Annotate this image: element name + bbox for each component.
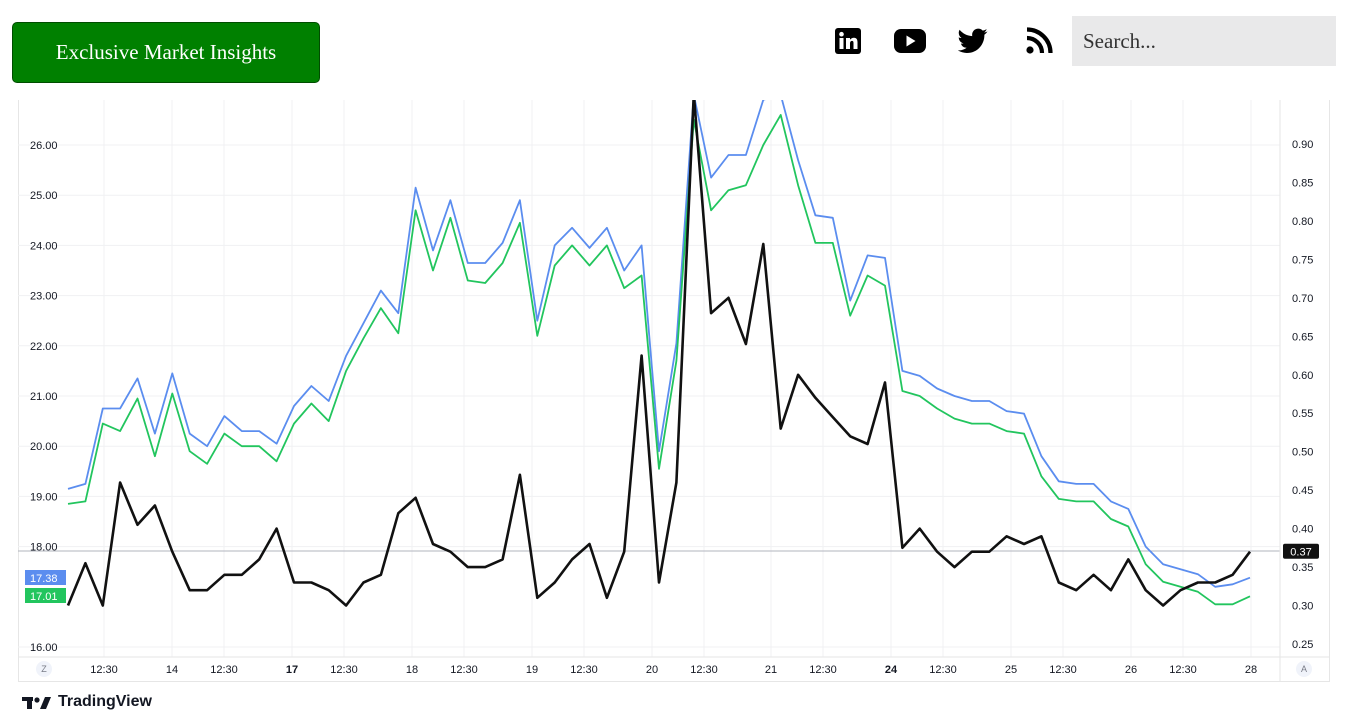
right-tick-label: 0.30: [1292, 601, 1313, 613]
youtube-link[interactable]: [893, 24, 927, 58]
tradingview-logo[interactable]: TradingView: [22, 693, 152, 710]
series-line-1[interactable]: [67, 95, 1251, 588]
tradingview-logo-icon: [22, 697, 51, 709]
left-tick-label: 22.00: [30, 341, 58, 353]
right-tick-label: 0.80: [1292, 216, 1313, 228]
left-tick-label: 25.00: [30, 190, 58, 202]
x-tick-label: 12:30: [210, 664, 238, 676]
right-tick-label: 0.65: [1292, 331, 1313, 343]
axis-corner-right-bg[interactable]: [1296, 661, 1312, 677]
x-tick-label: 18: [406, 664, 418, 676]
x-tick-label: 12:30: [690, 664, 718, 676]
right-tick-label: 0.50: [1292, 447, 1313, 459]
last-value-label-1: 17.38: [30, 573, 58, 585]
left-tick-label: 19.00: [30, 491, 58, 503]
series-line-2[interactable]: [67, 114, 1251, 606]
right-tick-label: 0.70: [1292, 293, 1313, 305]
right-tick-label: 0.45: [1292, 485, 1313, 497]
tradingview-brand-text: TradingView: [58, 693, 152, 710]
left-tick-label: 18.00: [30, 542, 58, 554]
exclusive-insights-button[interactable]: Exclusive Market Insights: [12, 22, 320, 83]
axis-corner-right[interactable]: A: [1301, 664, 1307, 674]
last-value-label-2: 17.01: [30, 591, 58, 603]
last-value-badge-2: [25, 588, 66, 603]
left-tick-label: 20.00: [30, 441, 58, 453]
x-tick-label: 12:30: [90, 664, 118, 676]
x-tick-label: 12:30: [450, 664, 478, 676]
twitter-link[interactable]: [957, 24, 989, 58]
right-tick-label: 0.25: [1292, 639, 1313, 651]
x-tick-label: 14: [166, 664, 178, 676]
rss-link[interactable]: [1024, 24, 1054, 58]
right-tick-label: 0.85: [1292, 177, 1313, 189]
last-value-label-3: 0.37: [1290, 547, 1311, 559]
x-tick-label: 12:30: [570, 664, 598, 676]
youtube-icon: [894, 29, 926, 53]
right-tick-label: 0.55: [1292, 408, 1313, 420]
x-tick-label: 19: [526, 664, 538, 676]
x-tick-label: 20: [646, 664, 658, 676]
series-line-3[interactable]: [66, 94, 1252, 607]
linkedin-icon: [835, 28, 861, 54]
rss-icon: [1026, 27, 1053, 54]
x-tick-label: 12:30: [929, 664, 957, 676]
twitter-icon: [958, 28, 988, 53]
chart-frame: [18, 100, 1330, 682]
x-tick-label: 17: [286, 664, 298, 676]
search-input[interactable]: [1072, 16, 1336, 66]
right-tick-label: 0.90: [1292, 139, 1313, 151]
x-tick-label: 25: [1005, 664, 1017, 676]
right-tick-label: 0.60: [1292, 370, 1313, 382]
left-tick-label: 23.00: [30, 291, 58, 303]
x-tick-label: 21: [765, 664, 777, 676]
left-tick-label: 16.00: [30, 642, 58, 654]
left-tick-label: 26.00: [30, 140, 58, 152]
x-tick-label: 28: [1245, 664, 1257, 676]
left-tick-label: 24.00: [30, 240, 58, 252]
axis-corner-left[interactable]: Z: [41, 664, 47, 674]
right-tick-label: 0.75: [1292, 254, 1313, 266]
x-tick-label: 12:30: [1049, 664, 1077, 676]
last-value-badge-3: [1283, 543, 1319, 559]
left-tick-label: 21.00: [30, 391, 58, 403]
x-tick-label: 26: [1125, 664, 1137, 676]
x-tick-label: 12:30: [809, 664, 837, 676]
right-tick-label: 0.40: [1292, 524, 1313, 536]
x-tick-label: 12:30: [1169, 664, 1197, 676]
right-tick-label: 0.35: [1292, 562, 1313, 574]
linkedin-link[interactable]: [834, 24, 862, 58]
x-tick-label: 12:30: [330, 664, 358, 676]
axis-corner-left-bg[interactable]: [36, 661, 52, 677]
last-value-badge-1: [25, 570, 66, 585]
x-tick-label: 24: [885, 664, 898, 676]
